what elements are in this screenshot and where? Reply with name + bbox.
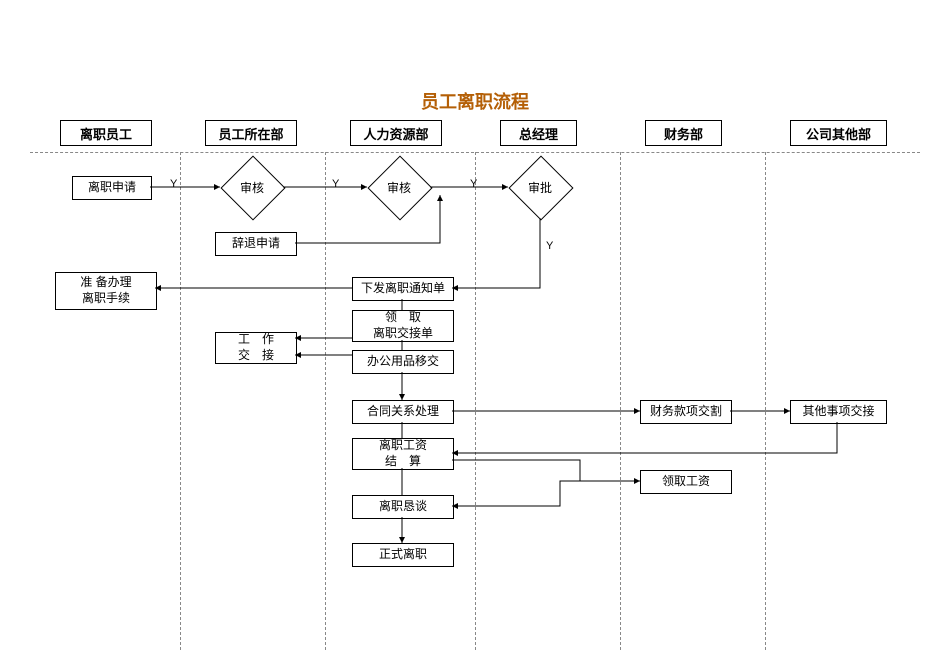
edge-label-y1: Y bbox=[170, 178, 177, 190]
node-prepare: 准 备办理 离职手续 bbox=[55, 272, 157, 310]
swimlane-sep-2 bbox=[325, 152, 326, 650]
edge-label-y2: Y bbox=[332, 178, 339, 190]
swimlane-sep-3 bbox=[475, 152, 476, 650]
lane-header-6: 公司其他部 bbox=[790, 120, 887, 146]
node-leave: 正式离职 bbox=[352, 543, 454, 567]
node-audit2: 审核 bbox=[377, 165, 421, 209]
lane-header-5: 财务部 bbox=[645, 120, 722, 146]
lane-header-4: 总经理 bbox=[500, 120, 577, 146]
node-audit1: 审核 bbox=[230, 165, 274, 209]
node-audit2-label: 审核 bbox=[377, 165, 421, 209]
node-approve: 审批 bbox=[518, 165, 562, 209]
node-dismiss: 辞退申请 bbox=[215, 232, 297, 256]
lane-header-1: 离职员工 bbox=[60, 120, 152, 146]
node-contract: 合同关系处理 bbox=[352, 400, 454, 424]
node-finance: 财务款项交割 bbox=[640, 400, 732, 424]
node-approve-label: 审批 bbox=[518, 165, 562, 209]
node-apply: 离职申请 bbox=[72, 176, 152, 200]
swimlane-sep-5 bbox=[765, 152, 766, 650]
node-notice: 下发离职通知单 bbox=[352, 277, 454, 301]
node-other: 其他事项交接 bbox=[790, 400, 887, 424]
swimlane-sep-4 bbox=[620, 152, 621, 650]
swimlane-sep-1 bbox=[180, 152, 181, 650]
lane-header-3: 人力资源部 bbox=[350, 120, 442, 146]
node-get-salary: 领取工资 bbox=[640, 470, 732, 494]
edge-label-y4: Y bbox=[546, 240, 553, 252]
node-office-sup: 办公用品移交 bbox=[352, 350, 454, 374]
edge-label-y3: Y bbox=[470, 178, 477, 190]
node-get-form: 领 取 离职交接单 bbox=[352, 310, 454, 342]
node-audit1-label: 审核 bbox=[230, 165, 274, 209]
node-salary-calc: 离职工资 结 算 bbox=[352, 438, 454, 470]
node-interview: 离职恳谈 bbox=[352, 495, 454, 519]
diagram-title: 员工离职流程 bbox=[0, 88, 950, 114]
lane-header-2: 员工所在部 bbox=[205, 120, 297, 146]
node-handover: 工 作 交 接 bbox=[215, 332, 297, 364]
